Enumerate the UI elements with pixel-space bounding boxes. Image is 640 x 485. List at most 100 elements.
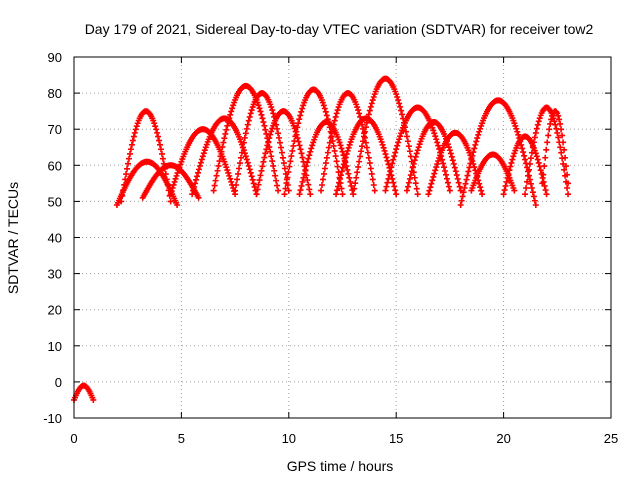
data-point — [391, 183, 398, 190]
data-point — [500, 191, 507, 198]
data-point — [233, 182, 240, 189]
x-tick-label: 25 — [604, 431, 618, 446]
data-point — [323, 112, 330, 119]
data-point — [255, 102, 262, 109]
data-point — [476, 128, 483, 135]
data-point — [167, 198, 174, 205]
data-point — [211, 182, 218, 189]
data-point — [352, 180, 359, 187]
data-point — [213, 172, 220, 179]
data-point — [293, 128, 300, 135]
data-point — [257, 108, 264, 115]
data-point — [555, 112, 562, 119]
data-point — [467, 160, 474, 167]
data-point — [296, 116, 303, 123]
data-point — [164, 181, 171, 188]
data-point — [440, 160, 447, 167]
data-point — [330, 142, 337, 149]
data-point — [532, 129, 539, 136]
data-point — [336, 175, 343, 182]
data-point — [368, 170, 375, 177]
data-point — [224, 122, 231, 129]
y-tick-label: 60 — [48, 158, 62, 173]
data-point — [219, 144, 226, 151]
data-point — [151, 120, 158, 127]
data-point — [390, 156, 397, 163]
data-point — [334, 183, 341, 190]
data-point — [434, 139, 441, 146]
data-point — [514, 128, 521, 135]
data-point — [564, 184, 571, 191]
data-point — [540, 171, 547, 178]
data-point — [288, 153, 295, 160]
data-point — [338, 145, 345, 152]
data-point — [548, 116, 555, 123]
data-point — [471, 145, 478, 152]
data-point — [281, 191, 288, 198]
data-point — [283, 180, 290, 187]
data-point — [521, 152, 528, 159]
data-point — [460, 189, 467, 196]
data-point — [360, 138, 367, 145]
data-point — [409, 164, 416, 171]
data-point — [474, 135, 481, 142]
data-point — [220, 139, 227, 146]
data-point — [120, 187, 127, 194]
data-point — [306, 186, 313, 193]
data-point — [268, 104, 275, 111]
data-point — [340, 161, 347, 168]
data-point — [556, 116, 563, 123]
data-point — [299, 105, 306, 112]
data-point — [479, 191, 486, 198]
data-point — [453, 172, 460, 179]
data-point — [403, 133, 410, 140]
data-point — [524, 178, 531, 185]
data-point — [338, 168, 345, 175]
data-point — [561, 146, 568, 153]
data-point — [298, 150, 305, 157]
data-point — [174, 202, 181, 209]
data-point — [416, 141, 423, 148]
data-point — [300, 174, 307, 181]
data-point — [259, 115, 266, 122]
data-point — [241, 134, 248, 141]
data-point — [212, 177, 219, 184]
data-point — [396, 100, 403, 107]
data-point — [533, 153, 540, 160]
data-point — [370, 93, 377, 100]
data-point — [318, 182, 325, 189]
data-point — [503, 178, 510, 185]
data-point — [157, 146, 164, 153]
data-point — [126, 150, 133, 157]
data-point — [284, 174, 291, 181]
data-point — [247, 110, 254, 117]
data-point — [404, 183, 411, 190]
data-point — [155, 133, 162, 140]
data-point — [380, 144, 387, 151]
data-point — [236, 160, 243, 167]
data-point — [237, 154, 244, 161]
data-point — [406, 148, 413, 155]
data-point — [502, 182, 509, 189]
data-point — [258, 111, 265, 118]
data-point — [322, 160, 329, 167]
data-point — [167, 191, 174, 198]
data-point — [226, 115, 233, 122]
data-point — [559, 132, 566, 139]
data-point — [303, 163, 310, 170]
data-point — [125, 160, 132, 167]
data-point — [123, 171, 130, 178]
data-point — [90, 396, 97, 403]
data-point — [333, 158, 340, 165]
data-point — [530, 139, 537, 146]
data-point — [526, 160, 533, 167]
data-point — [558, 126, 565, 133]
data-point — [227, 111, 234, 118]
data-point — [331, 147, 338, 154]
data-point — [475, 131, 482, 138]
data-point — [222, 130, 229, 137]
x-axis-label: GPS time / hours — [287, 458, 394, 474]
data-point — [331, 117, 338, 124]
data-point — [370, 182, 377, 189]
data-point — [250, 180, 257, 187]
